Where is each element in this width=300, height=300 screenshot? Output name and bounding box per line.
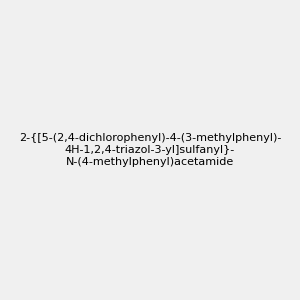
Text: 2-{[5-(2,4-dichlorophenyl)-4-(3-methylphenyl)-
4H-1,2,4-triazol-3-yl]sulfanyl}-
: 2-{[5-(2,4-dichlorophenyl)-4-(3-methylph… [19, 134, 281, 166]
